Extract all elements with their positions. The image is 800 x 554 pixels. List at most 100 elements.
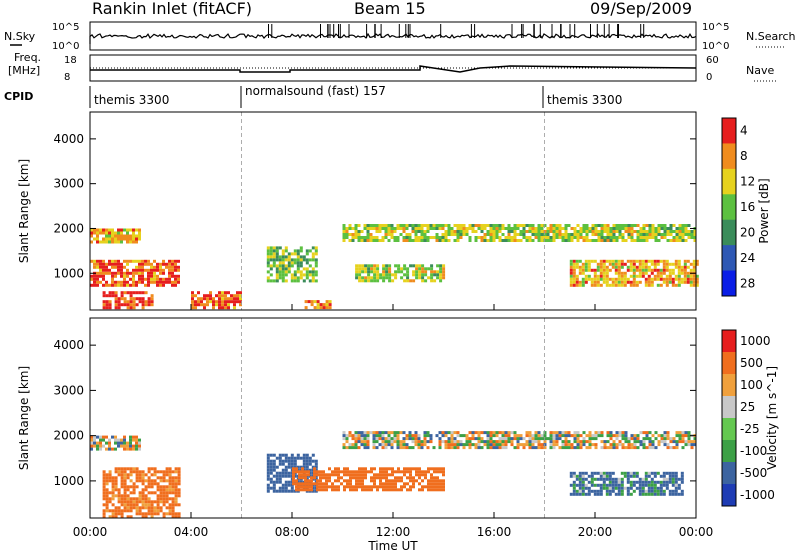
power-cell-7: [357, 236, 361, 239]
velocity-cell-5: [671, 471, 675, 475]
power-cell-2: [147, 300, 151, 304]
velocity-cell-4: [492, 446, 496, 450]
velocity-cell-3: [415, 470, 418, 474]
velocity-cell-1: [111, 497, 115, 501]
power-cell-3: [239, 297, 242, 301]
velocity-cell-3: [418, 470, 421, 474]
velocity-cell-2: [278, 489, 282, 493]
velocity-cell-1: [108, 497, 112, 501]
power-cell-7: [492, 239, 496, 242]
power-cell-1: [174, 280, 177, 284]
velocity-cell-4: [423, 443, 427, 447]
power-cell-7: [345, 230, 349, 233]
velocity-cell-4: [450, 431, 454, 435]
velocity-cell-5: [638, 492, 642, 496]
power-cell-7: [555, 227, 559, 230]
velocity-cell-3: [298, 482, 301, 486]
velocity-cell-1: [135, 503, 139, 507]
velocity-cell-5: [602, 480, 606, 484]
velocity-cell-3: [388, 479, 391, 483]
velocity-cell-4: [693, 443, 697, 447]
velocity-cell-2: [272, 489, 276, 493]
power-cell-4: [269, 252, 273, 256]
power-cell-8: [641, 271, 645, 275]
velocity-cell-1: [138, 509, 142, 513]
power-cell-7: [357, 224, 361, 227]
power-cell-0: [126, 240, 129, 244]
velocity-cell-1: [102, 503, 106, 507]
velocity-cell-3: [325, 473, 328, 477]
velocity-cell-4: [399, 443, 403, 447]
power-cell-3: [221, 294, 224, 298]
power-cell-1: [102, 271, 105, 275]
power-cell-6: [436, 273, 440, 277]
velocity-cell-3: [430, 479, 433, 483]
power-cbar-swatch-3: [722, 194, 736, 221]
velocity-cell-5: [596, 489, 600, 493]
power-cell-6: [373, 276, 377, 280]
power-cell-4: [275, 276, 279, 280]
power-cell-8: [572, 262, 576, 266]
velocity-cell-3: [379, 473, 382, 477]
velocity-cell-1: [123, 476, 127, 480]
velocity-cell-1: [108, 476, 112, 480]
velocity-cell-4: [381, 431, 385, 435]
power-cell-0: [90, 240, 93, 244]
velocity-cell-4: [582, 431, 586, 435]
power-cell-7: [444, 230, 448, 233]
velocity-cell-0: [126, 447, 129, 451]
velocity-cell-4: [456, 446, 460, 450]
power-cell-8: [671, 268, 675, 272]
velocity-cell-5: [650, 486, 654, 490]
power-cell-7: [396, 224, 400, 227]
velocity-cell-1: [105, 476, 109, 480]
velocity-cell-3: [328, 473, 331, 477]
velocity-cell-2: [308, 474, 312, 478]
velocity-cell-3: [337, 473, 340, 477]
velocity-cell-0: [108, 441, 111, 445]
velocity-cell-4: [363, 431, 367, 435]
power-cell-4: [272, 249, 276, 253]
velocity-cell-4: [414, 440, 418, 444]
velocity-cell-4: [414, 434, 418, 438]
velocity-cell-4: [537, 443, 541, 447]
velocity-cell-3: [319, 485, 322, 489]
velocity-cell-3: [319, 482, 322, 486]
station-title: Rankin Inlet (fitACF): [92, 0, 252, 18]
power-cell-4: [299, 264, 303, 268]
velocity-cell-4: [507, 437, 511, 441]
velocity-cell-4: [591, 443, 595, 447]
power-cell-7: [633, 230, 637, 233]
power-cell-1: [108, 268, 111, 272]
power-cell-1: [141, 265, 144, 269]
velocity-cell-4: [528, 431, 532, 435]
x-label-1: 04:00: [174, 525, 209, 539]
power-cell-8: [578, 259, 582, 263]
power-yticks-label-2: 3000: [53, 177, 84, 191]
power-cell-1: [171, 271, 174, 275]
power-cell-6: [382, 264, 386, 268]
velocity-cell-1: [144, 515, 148, 519]
velocity-cell-5: [590, 471, 594, 475]
velocity-cell-0: [93, 441, 96, 445]
power-cell-7: [366, 239, 370, 242]
velocity-cell-5: [578, 483, 582, 487]
power-cell-4: [293, 270, 297, 274]
power-cell-7: [579, 233, 583, 236]
velocity-cell-5: [581, 477, 585, 481]
velocity-cell-2: [302, 456, 306, 460]
power-cell-5: [313, 300, 317, 304]
velocity-cell-5: [620, 471, 624, 475]
power-cell-6: [433, 270, 437, 274]
velocity-cell-3: [373, 467, 376, 471]
velocity-cbar-label: Velocity [m s^-1]: [765, 366, 779, 470]
velocity-cell-3: [292, 473, 295, 477]
power-cell-8: [686, 271, 690, 275]
power-cell-1: [138, 262, 141, 266]
velocity-cell-4: [378, 434, 382, 438]
velocity-cell-0: [105, 435, 108, 439]
velocity-cell-4: [648, 437, 652, 441]
velocity-cell-4: [456, 443, 460, 447]
power-cell-7: [558, 236, 562, 239]
